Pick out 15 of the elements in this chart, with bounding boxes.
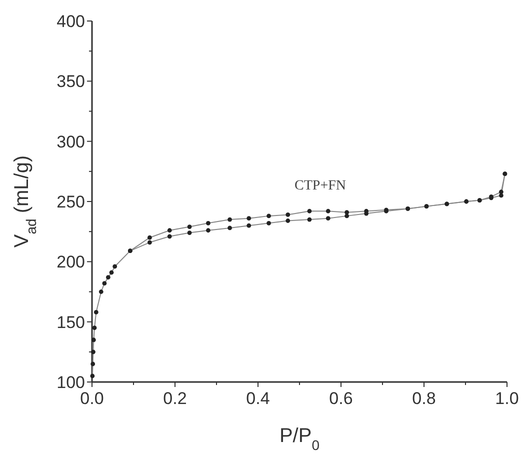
x-tick-label: 0.4	[246, 389, 270, 408]
y-tick-label: 150	[56, 312, 85, 332]
x-tick-label: 0.6	[329, 389, 353, 408]
y-tick-label: 100	[56, 372, 85, 392]
y-tick-label: 200	[56, 252, 85, 272]
x-tick-label: 0.2	[163, 389, 187, 408]
y-tick-label: 350	[56, 72, 85, 92]
x-tick-label: 0.0	[80, 389, 104, 408]
x-axis-title: P/P$_{0}$	[279, 425, 320, 453]
x-tick-label: 0.8	[412, 389, 436, 408]
y-tick-label: 300	[56, 132, 85, 152]
annotation: CTP+FN	[294, 178, 346, 194]
y-tick-label: 250	[56, 192, 85, 212]
x-tick-label: 1.0	[495, 389, 519, 408]
y-tick-label: 400	[56, 12, 85, 31]
